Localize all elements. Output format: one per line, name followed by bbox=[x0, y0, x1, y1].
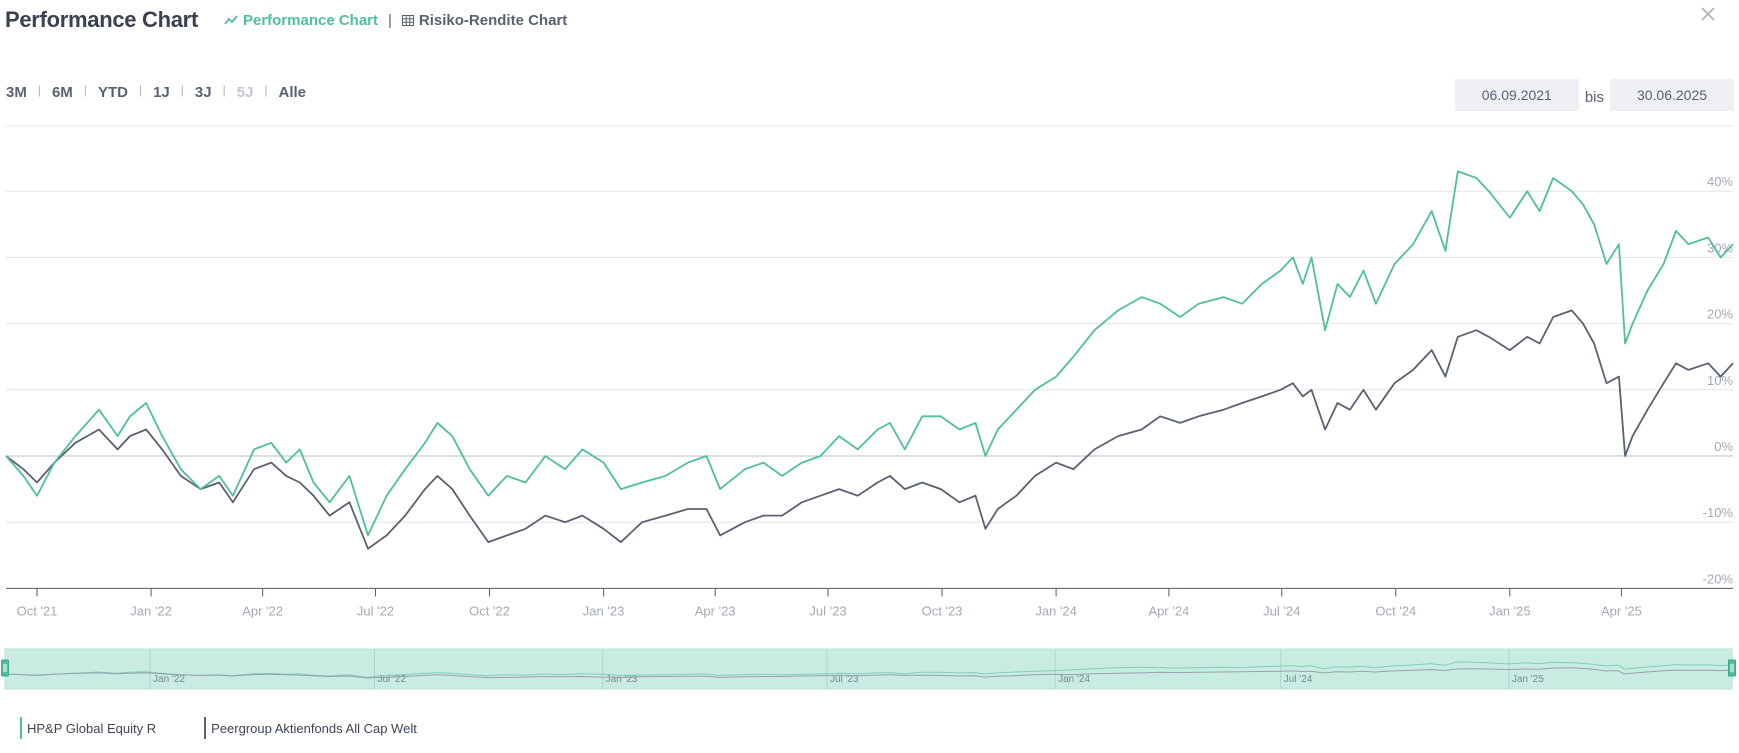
legend-label: Peergroup Aktienfonds All Cap Welt bbox=[211, 720, 417, 736]
page-title: Performance Chart bbox=[5, 7, 198, 32]
x-tick-label: Jul '23 bbox=[809, 603, 846, 618]
line-chart-icon bbox=[224, 15, 238, 25]
legend-swatch bbox=[20, 717, 22, 739]
y-tick-label: -20% bbox=[1703, 571, 1734, 586]
range-separator: | bbox=[83, 82, 87, 97]
legend-swatch bbox=[204, 717, 207, 739]
range-button-1j[interactable]: 1J bbox=[153, 84, 170, 101]
tab-label: Performance Chart bbox=[242, 11, 379, 29]
series-line-fund bbox=[5, 170, 1734, 537]
range-button-6m[interactable]: 6M bbox=[51, 84, 73, 101]
range-button-3m[interactable]: 3M bbox=[6, 84, 27, 101]
series-line-peergroup bbox=[5, 309, 1734, 550]
y-tick-label: -10% bbox=[1703, 505, 1734, 520]
navigator-label: Jan '23 bbox=[606, 674, 638, 685]
range-separator: | bbox=[138, 82, 143, 97]
x-tick-label: Jan '24 bbox=[1035, 603, 1077, 618]
date-from-input[interactable] bbox=[1454, 79, 1579, 111]
navigator-handle-right[interactable] bbox=[1728, 659, 1736, 677]
range-button-ytd[interactable]: YTD bbox=[97, 84, 128, 101]
y-tick-label: 0% bbox=[1714, 439, 1733, 454]
x-tick-label: Apr '24 bbox=[1149, 603, 1190, 618]
range-button-alle[interactable]: Alle bbox=[278, 84, 307, 101]
tab-separator: | bbox=[388, 11, 392, 29]
range-separator: | bbox=[222, 82, 226, 97]
x-tick-label: Oct '22 bbox=[469, 603, 510, 618]
tab-performance-chart[interactable]: Performance Chart bbox=[224, 12, 378, 29]
legend-item-fund[interactable]: HP&P Global Equity R bbox=[20, 717, 156, 739]
grid-icon bbox=[401, 14, 414, 26]
range-separator: | bbox=[180, 82, 184, 97]
navigator-label: Jan '25 bbox=[1512, 674, 1544, 685]
x-tick-label: Jul '22 bbox=[357, 603, 394, 618]
legend: HP&P Global Equity R Peergroup Aktienfon… bbox=[20, 717, 465, 739]
navigator-label: Jul '22 bbox=[377, 674, 406, 685]
navigator-label: Jul '23 bbox=[830, 674, 859, 685]
navigator-window[interactable] bbox=[4, 648, 1733, 690]
navigator-label: Jan '22 bbox=[153, 674, 185, 685]
x-tick-label: Oct '24 bbox=[1375, 603, 1416, 618]
x-tick-label: Jan '22 bbox=[130, 603, 172, 618]
x-tick-label: Oct '21 bbox=[17, 603, 58, 618]
navigator-series-peergroup bbox=[4, 667, 1733, 679]
y-tick-label: 20% bbox=[1707, 307, 1733, 322]
chart-type-tabs: Performance Chart | Risiko-Rendite Chart bbox=[224, 12, 567, 29]
range-selector: 3M | 6M | YTD | 1J | 3J | 5J | Alle bbox=[6, 82, 307, 102]
range-button-5j: 5J bbox=[236, 84, 254, 101]
x-tick-label: Jan '25 bbox=[1489, 603, 1531, 618]
date-to-input[interactable] bbox=[1610, 79, 1734, 111]
x-tick-label: Oct '23 bbox=[922, 603, 963, 618]
legend-item-peergroup[interactable]: Peergroup Aktienfonds All Cap Welt bbox=[204, 717, 417, 739]
header: Performance Chart Performance Chart | Ri… bbox=[5, 4, 567, 36]
date-range-separator: bis bbox=[1584, 88, 1604, 106]
navigator-label: Jan '24 bbox=[1058, 674, 1090, 685]
performance-chart: 40%30%20%10%0%-10%-20%Oct '21 Jan '22 Apr … bbox=[1, 125, 1736, 690]
navigator-series-fund bbox=[4, 661, 1733, 678]
navigator-label: Jul '24 bbox=[1284, 674, 1313, 685]
navigator-handle-left[interactable] bbox=[1, 659, 9, 677]
y-tick-label: 40% bbox=[1707, 174, 1733, 189]
legend-label: HP&P Global Equity R bbox=[27, 720, 157, 736]
range-separator: | bbox=[37, 82, 41, 97]
x-tick-label: Apr '25 bbox=[1601, 603, 1642, 618]
x-tick-label: Jul '24 bbox=[1263, 603, 1300, 618]
range-separator: | bbox=[264, 82, 268, 97]
tab-label: Risiko-Rendite Chart bbox=[418, 11, 568, 29]
x-tick-label: Apr '22 bbox=[242, 603, 283, 618]
date-range: bis bbox=[1454, 79, 1734, 111]
tab-risk-return-chart[interactable]: Risiko-Rendite Chart bbox=[401, 11, 568, 29]
y-tick-label: 10% bbox=[1707, 373, 1733, 388]
close-icon[interactable] bbox=[1699, 5, 1717, 23]
x-tick-label: Jan '23 bbox=[583, 603, 625, 618]
range-button-3j[interactable]: 3J bbox=[194, 84, 212, 101]
x-tick-label: Apr '23 bbox=[695, 603, 736, 618]
